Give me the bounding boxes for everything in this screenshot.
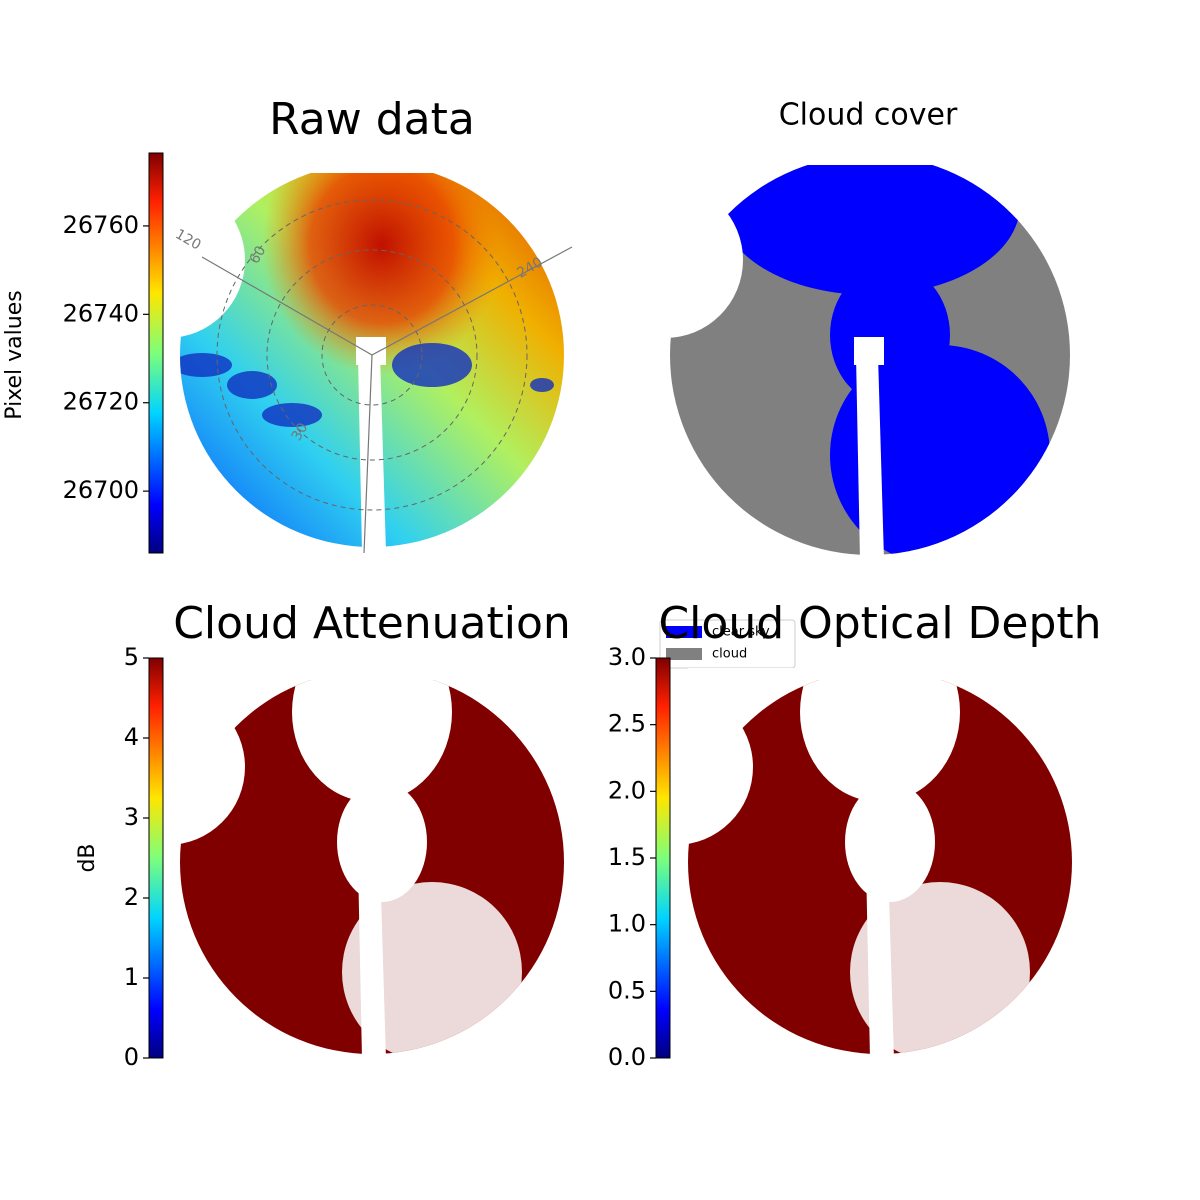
colorbar bbox=[655, 657, 671, 1059]
raw-blob bbox=[392, 343, 472, 387]
clear-region bbox=[845, 782, 935, 902]
polar-line bbox=[363, 354, 373, 554]
colorbar-tick-label: 1.0 bbox=[608, 910, 646, 938]
raw-blob bbox=[227, 371, 277, 399]
clear-region bbox=[720, 155, 1020, 295]
mask-wedge bbox=[358, 862, 386, 1059]
mask-top bbox=[670, 153, 1070, 165]
colorbar-tick-label: 2.0 bbox=[608, 776, 646, 804]
colorbar-tick-label: 26740 bbox=[63, 299, 139, 327]
colorbar-tick-label: 4 bbox=[124, 723, 139, 751]
mask-top bbox=[180, 161, 564, 173]
colorbar-tick-label: 2.5 bbox=[608, 710, 646, 738]
raw-blob bbox=[180, 353, 232, 377]
colorbar-tick-label: 2 bbox=[124, 883, 139, 911]
colorbar-tick-label: 26720 bbox=[63, 388, 139, 416]
image-panel bbox=[89, 161, 564, 552]
colorbar-label: dB bbox=[75, 843, 100, 872]
clear-region bbox=[830, 265, 950, 405]
clear-region bbox=[337, 782, 427, 902]
colorbar-tick-label: 1 bbox=[124, 963, 139, 991]
legend-label: cloud bbox=[712, 647, 747, 662]
polar-ring bbox=[266, 249, 478, 461]
colorbar-tick-label: 1.5 bbox=[608, 843, 646, 871]
raw-blob bbox=[530, 378, 554, 392]
raw-hot bbox=[262, 163, 502, 375]
clear-region bbox=[800, 670, 960, 802]
image-panel bbox=[89, 668, 564, 1059]
mask-bite bbox=[89, 182, 245, 338]
clear-region bbox=[342, 882, 522, 1054]
raw-blob bbox=[262, 403, 322, 427]
legend-patch bbox=[666, 648, 702, 660]
polar-line bbox=[201, 256, 373, 356]
legend-patch bbox=[666, 626, 702, 638]
polar-ring bbox=[321, 304, 423, 406]
image-panel bbox=[597, 668, 1072, 1059]
colorbar-tick-label: 3 bbox=[124, 803, 139, 831]
mask-bite bbox=[587, 182, 743, 338]
mask-bite bbox=[597, 689, 753, 845]
polar-ring bbox=[216, 199, 528, 511]
colorbar bbox=[148, 152, 164, 554]
colorbar-tick-label: 0 bbox=[124, 1043, 139, 1071]
colorbar-tick-label: 0.5 bbox=[608, 976, 646, 1004]
colorbar-tick-label: 5 bbox=[124, 643, 139, 671]
polar-label: 60 bbox=[247, 243, 270, 266]
mask-center bbox=[864, 844, 894, 872]
panel-title: Raw data bbox=[269, 94, 475, 145]
mask-center bbox=[356, 337, 386, 365]
polar-line bbox=[371, 246, 573, 356]
mask-wedge bbox=[866, 862, 894, 1059]
image-panel bbox=[587, 153, 1070, 560]
legend-label: clear sky bbox=[712, 625, 770, 640]
clear-region bbox=[292, 670, 452, 802]
colorbar-tick-label: 3.0 bbox=[608, 643, 646, 671]
mask-bite bbox=[89, 689, 245, 845]
polar-label: 30 bbox=[289, 420, 312, 443]
panel-title: Cloud Optical Depth bbox=[658, 598, 1101, 649]
panel-title: Cloud cover bbox=[779, 98, 958, 133]
colorbar-tick-label: 26760 bbox=[63, 211, 139, 239]
mask-top bbox=[180, 668, 564, 680]
clear-region bbox=[850, 882, 1030, 1054]
mask-wedge bbox=[856, 355, 884, 560]
colorbar-tick-label: 26700 bbox=[63, 476, 139, 504]
colorbar bbox=[148, 657, 164, 1059]
mask-center bbox=[356, 844, 386, 872]
mask-center bbox=[854, 337, 884, 365]
colorbar-tick-label: 0.0 bbox=[608, 1043, 646, 1071]
colorbar-label: Pixel values bbox=[2, 290, 27, 419]
panel-title: Cloud Attenuation bbox=[173, 598, 571, 649]
mask-top bbox=[688, 668, 1072, 680]
